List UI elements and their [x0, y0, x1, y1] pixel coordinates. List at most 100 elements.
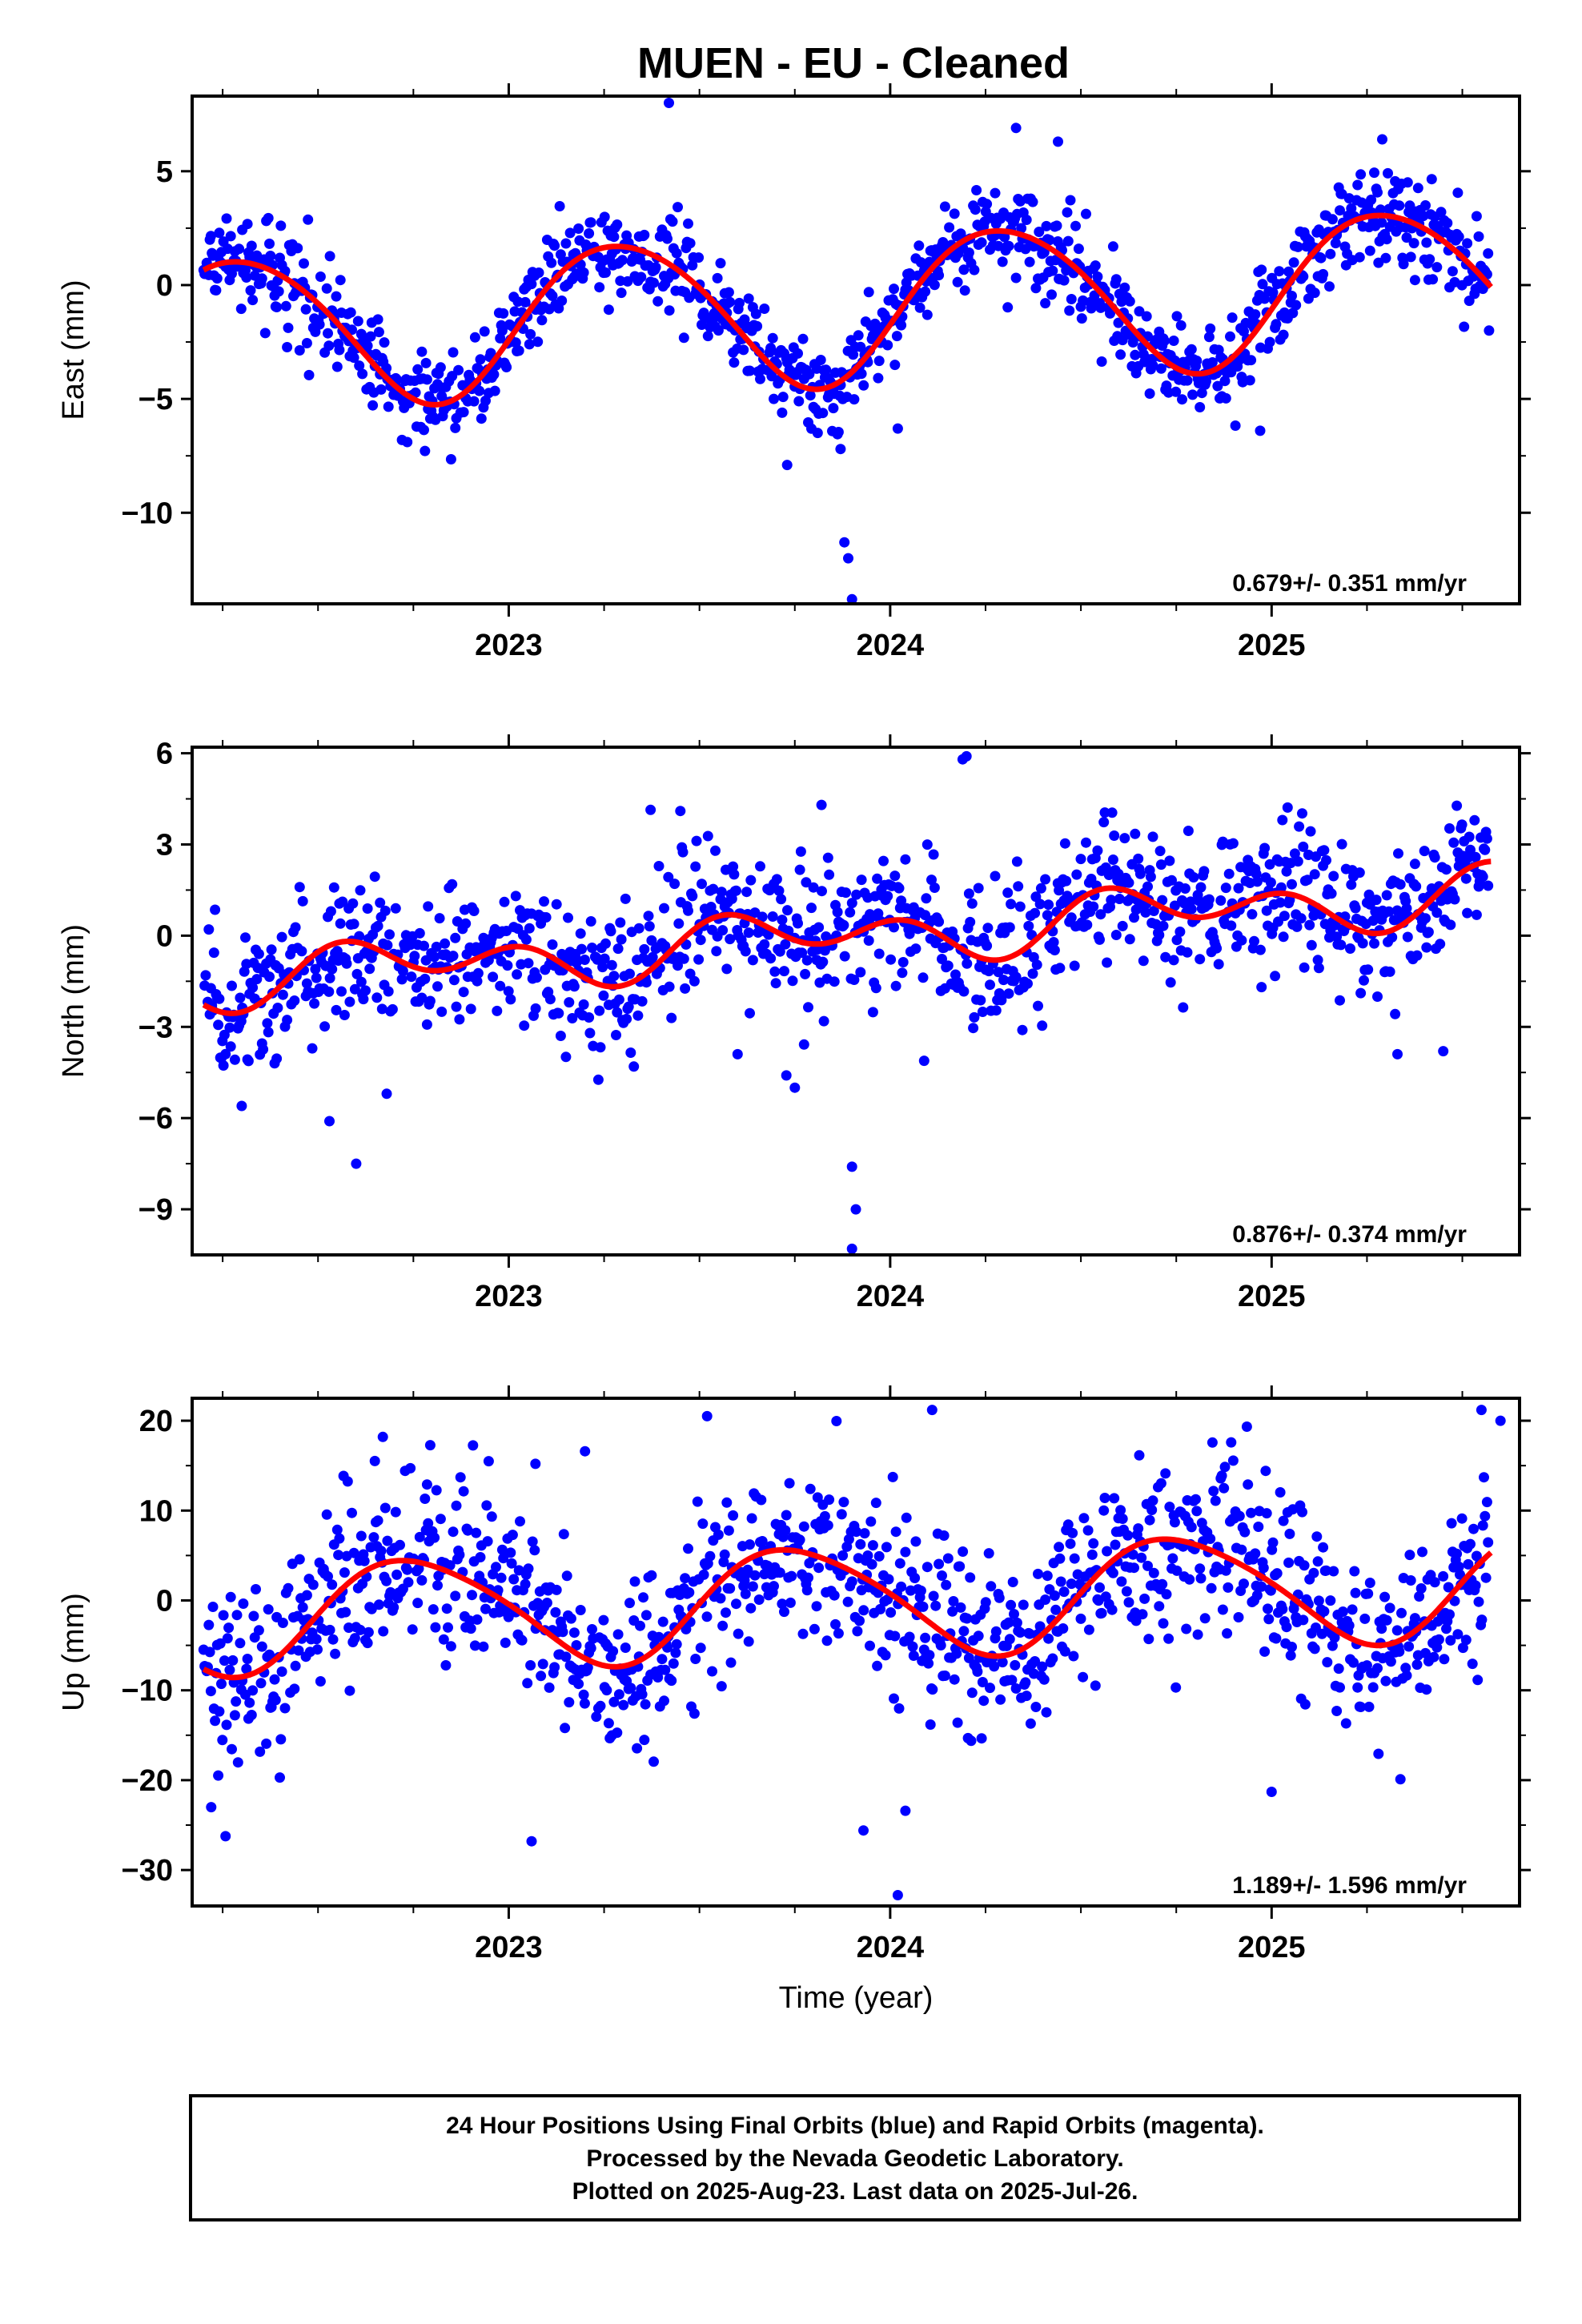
data-point	[1031, 959, 1042, 971]
outlier-point	[846, 1161, 857, 1172]
data-point	[413, 1563, 424, 1574]
data-point	[656, 1654, 668, 1665]
data-point	[731, 885, 741, 896]
data-point	[976, 237, 987, 248]
data-point	[869, 318, 881, 329]
data-point	[1297, 1506, 1307, 1518]
data-point	[889, 1630, 901, 1642]
data-point	[756, 1494, 767, 1506]
data-point	[205, 231, 216, 242]
data-point	[1211, 943, 1223, 954]
data-point	[472, 967, 484, 979]
data-point	[339, 1567, 350, 1578]
data-point	[913, 240, 925, 251]
data-point	[687, 259, 698, 271]
data-point	[1178, 1002, 1189, 1013]
outlier-point	[858, 1825, 869, 1836]
data-point	[328, 882, 339, 893]
data-point	[1144, 388, 1155, 399]
data-point	[721, 1607, 731, 1618]
data-point	[1460, 873, 1472, 884]
x-tick-label: 2024	[857, 1931, 925, 1964]
data-point	[300, 304, 311, 315]
data-point	[1038, 1674, 1050, 1685]
data-point	[1042, 910, 1053, 921]
data-point	[1004, 922, 1015, 933]
data-point	[1439, 1654, 1450, 1665]
data-point	[863, 287, 874, 298]
data-point	[673, 202, 683, 213]
data-point	[1168, 336, 1179, 346]
data-point	[363, 1626, 374, 1638]
data-point	[367, 400, 379, 411]
data-point	[1391, 1625, 1403, 1636]
data-point	[507, 1530, 518, 1541]
data-point	[643, 911, 654, 922]
data-point	[584, 228, 595, 239]
data-point	[1247, 909, 1258, 920]
data-point	[1331, 1706, 1343, 1716]
data-point	[451, 1001, 462, 1012]
data-point	[887, 1471, 898, 1482]
data-point	[1355, 1702, 1367, 1712]
data-point	[1222, 1628, 1233, 1639]
data-point	[221, 1719, 232, 1731]
data-point	[970, 204, 981, 215]
data-point	[1394, 1646, 1405, 1657]
data-point	[999, 231, 1010, 243]
data-point	[759, 304, 770, 314]
data-point	[375, 384, 387, 395]
data-point	[564, 997, 575, 1008]
data-point	[728, 861, 739, 872]
data-point	[822, 852, 833, 863]
data-point	[599, 211, 610, 223]
data-point	[1181, 1623, 1192, 1634]
data-point	[348, 352, 359, 364]
x-tick-label: 2025	[1238, 1931, 1306, 1964]
data-point	[1134, 868, 1146, 879]
data-point	[1431, 1642, 1443, 1653]
data-point	[889, 283, 899, 295]
data-point	[1385, 1656, 1396, 1667]
data-point	[1154, 930, 1165, 940]
data-point	[321, 283, 332, 294]
data-point	[289, 995, 300, 1006]
data-point	[1184, 1574, 1195, 1585]
data-point	[1049, 1590, 1060, 1601]
data-point	[275, 1734, 287, 1745]
data-point	[1282, 802, 1293, 813]
data-point	[1294, 821, 1305, 832]
data-point	[282, 342, 293, 352]
data-point	[1284, 1528, 1295, 1539]
data-point	[997, 1657, 1008, 1668]
data-point	[416, 992, 428, 1003]
data-point	[516, 1634, 528, 1646]
data-point	[1061, 875, 1072, 887]
data-point	[1470, 851, 1481, 862]
data-point	[321, 1509, 332, 1520]
data-point	[1171, 935, 1182, 946]
data-point	[845, 907, 856, 918]
outlier-point	[1266, 1787, 1277, 1797]
data-point	[636, 271, 647, 283]
data-point	[683, 218, 693, 229]
data-point	[697, 879, 707, 890]
data-point	[1281, 866, 1292, 877]
data-point	[1227, 1455, 1239, 1466]
data-point	[1083, 1624, 1094, 1635]
data-point	[500, 1637, 511, 1648]
data-point	[435, 1514, 446, 1525]
data-point	[1090, 1680, 1101, 1691]
outlier-point	[850, 1204, 861, 1215]
data-point	[608, 971, 620, 982]
data-point	[797, 947, 808, 959]
data-point	[307, 1579, 319, 1590]
data-point	[1297, 808, 1307, 819]
data-point	[1107, 241, 1118, 252]
data-point	[354, 360, 365, 372]
data-point	[1054, 885, 1065, 896]
data-point	[299, 258, 309, 269]
data-point	[579, 1698, 590, 1709]
data-point	[211, 273, 223, 284]
data-point	[481, 1500, 492, 1511]
